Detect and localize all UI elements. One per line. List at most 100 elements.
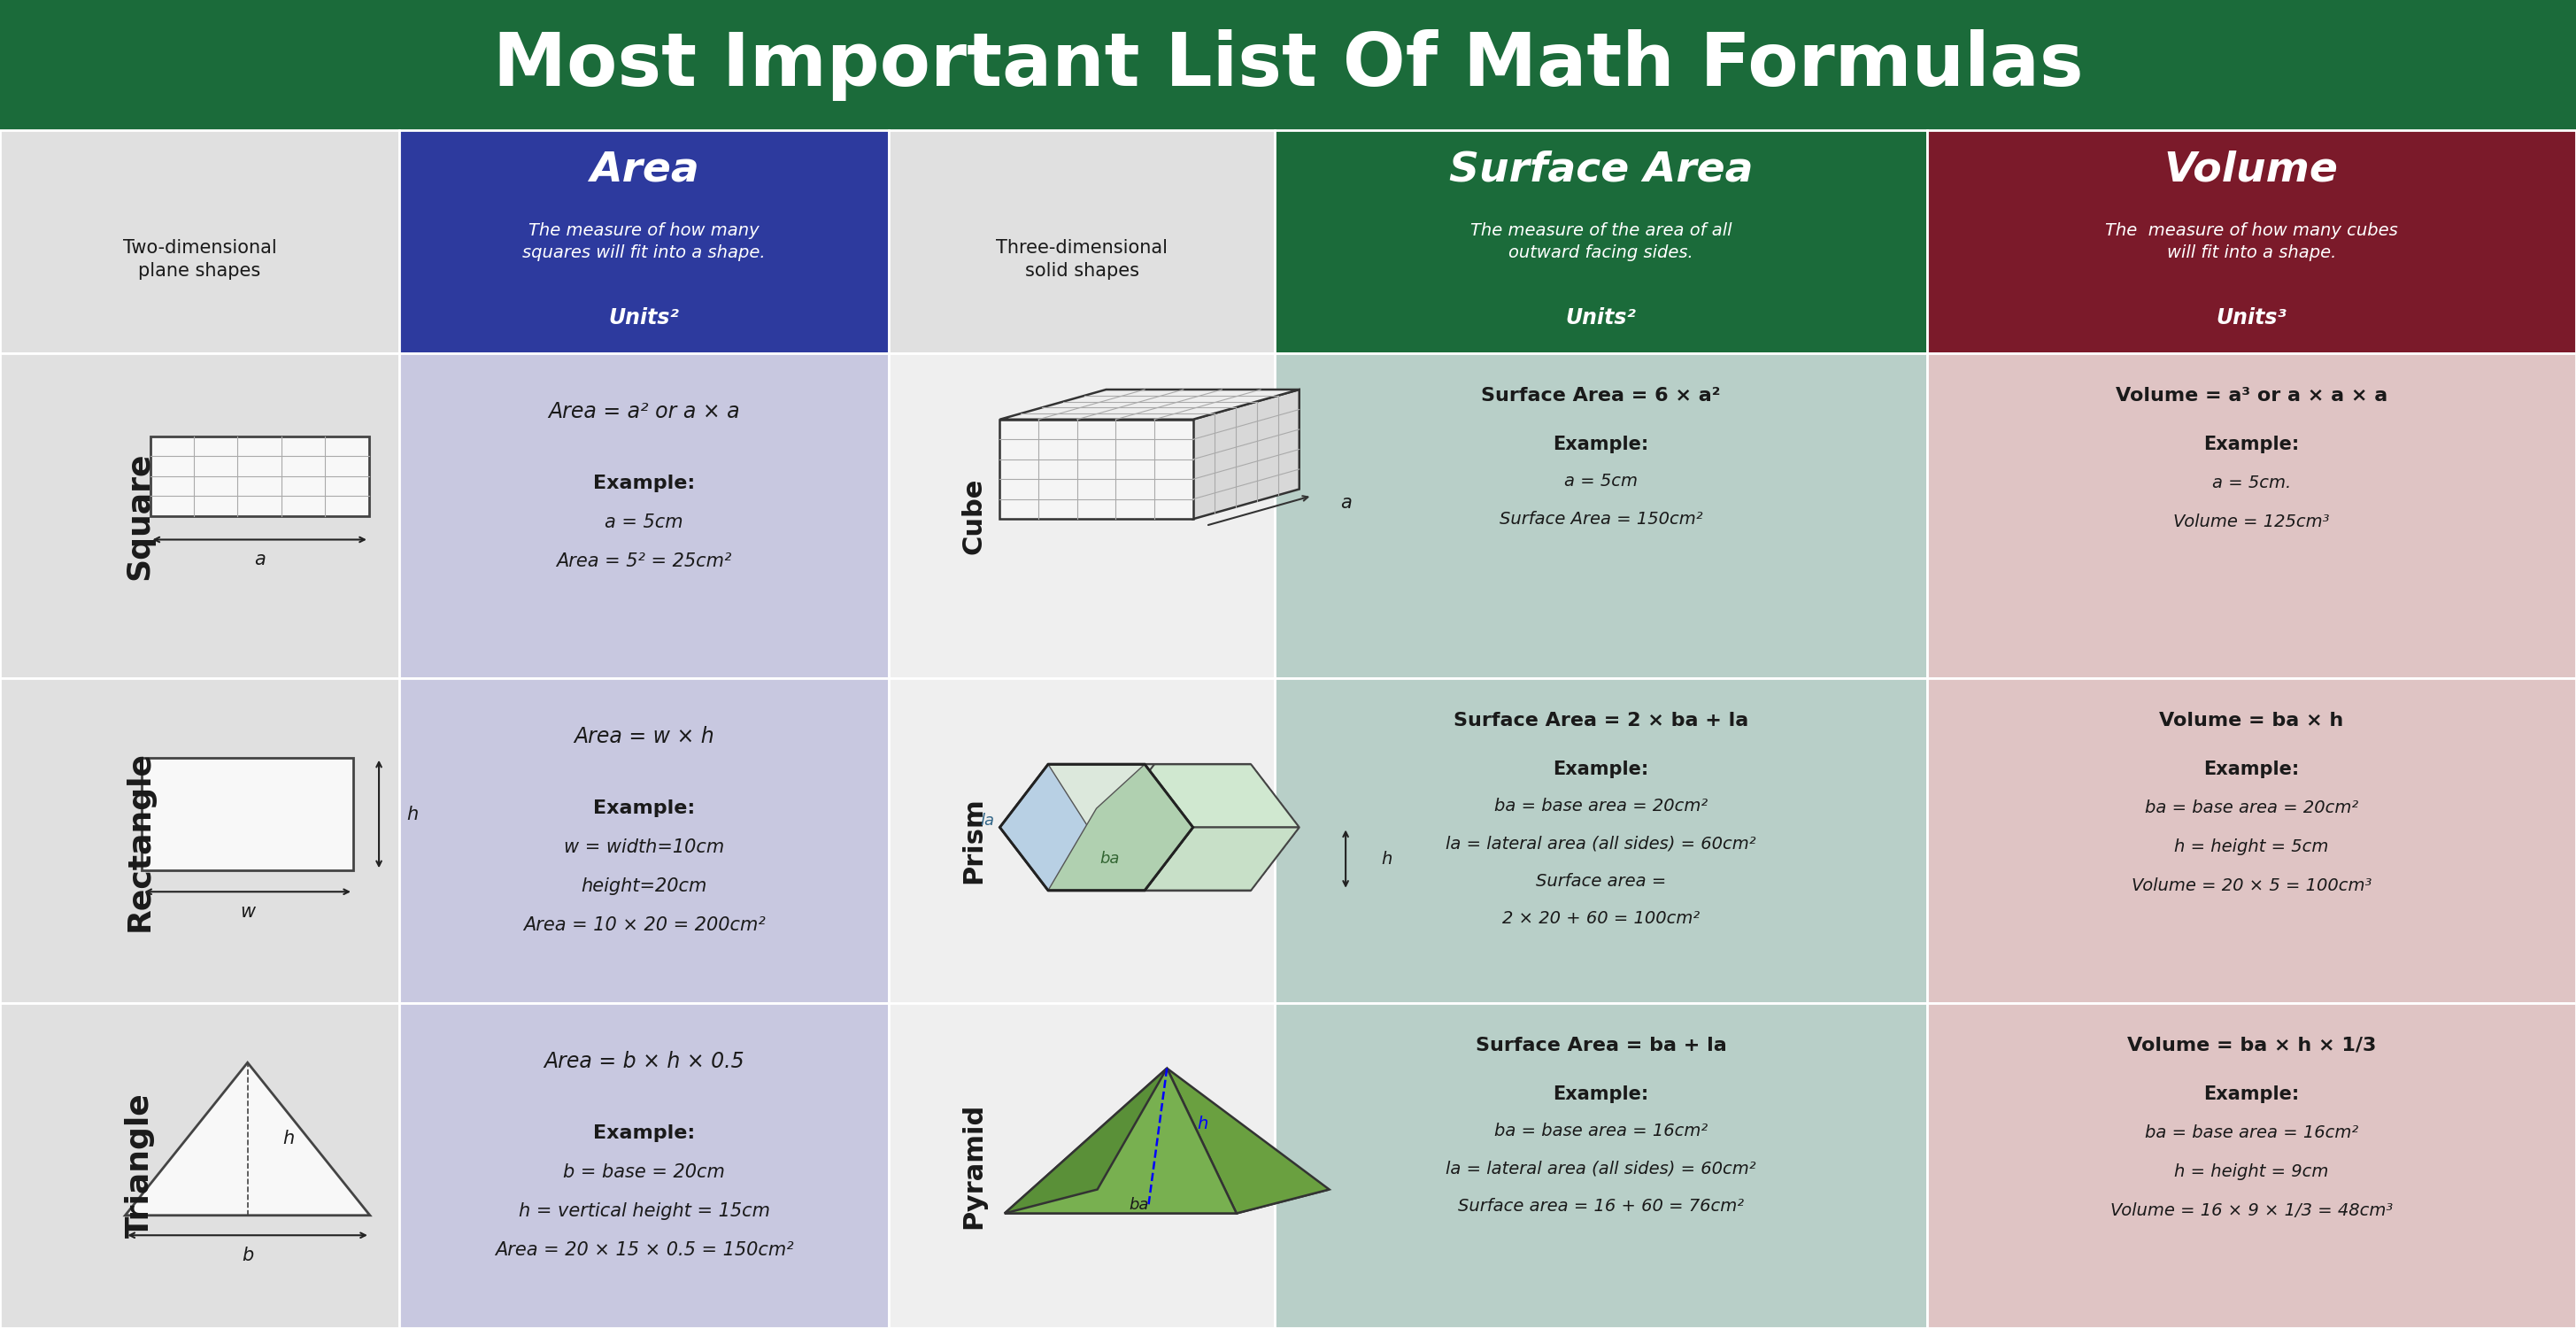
Text: h: h — [1381, 850, 1394, 867]
Text: height=20cm: height=20cm — [582, 878, 706, 895]
Text: b = base = 20cm: b = base = 20cm — [564, 1163, 724, 1181]
Text: ba: ba — [1128, 1197, 1149, 1212]
Bar — [149, 436, 368, 515]
Polygon shape — [1105, 765, 1298, 890]
Text: b: b — [242, 1246, 252, 1264]
Polygon shape — [999, 765, 1097, 890]
Text: 2 × 20 + 60 = 100cm²: 2 × 20 + 60 = 100cm² — [1502, 910, 1700, 927]
Text: h = height = 5cm: h = height = 5cm — [2174, 839, 2329, 855]
Polygon shape — [1144, 827, 1298, 890]
Bar — [1927, 130, 2576, 353]
Text: h: h — [1198, 1116, 1208, 1133]
Text: Area = 10 × 20 = 200cm²: Area = 10 × 20 = 200cm² — [523, 916, 765, 934]
Bar — [0, 130, 399, 353]
Bar — [142, 757, 353, 871]
Text: Most Important List Of Math Formulas: Most Important List Of Math Formulas — [492, 29, 2084, 101]
Text: ba: ba — [1100, 851, 1118, 867]
Bar — [1275, 1003, 1927, 1328]
Bar — [889, 1003, 1275, 1328]
Bar — [0, 1003, 399, 1328]
Bar — [889, 130, 1275, 353]
Text: Prism: Prism — [961, 797, 987, 884]
Polygon shape — [999, 827, 1193, 890]
Bar — [889, 353, 1275, 679]
Text: Example:: Example: — [1553, 1085, 1649, 1104]
Text: Example:: Example: — [592, 799, 696, 817]
Text: Volume = ba × h × 1/3: Volume = ba × h × 1/3 — [2128, 1036, 2375, 1054]
Polygon shape — [1167, 1068, 1329, 1214]
Text: Volume = 16 × 9 × 1/3 = 48cm³: Volume = 16 × 9 × 1/3 = 48cm³ — [2110, 1203, 2393, 1219]
Text: Example:: Example: — [2202, 761, 2300, 778]
Text: Surface Area = ba + la: Surface Area = ba + la — [1476, 1036, 1726, 1054]
Text: ba = base area = 16cm²: ba = base area = 16cm² — [1494, 1123, 1708, 1139]
Text: ba = base area = 20cm²: ba = base area = 20cm² — [2146, 799, 2357, 817]
Text: Example:: Example: — [1553, 436, 1649, 453]
Text: Example:: Example: — [1553, 761, 1649, 778]
Text: ba = base area = 16cm²: ba = base area = 16cm² — [2146, 1125, 2357, 1142]
Text: h = vertical height = 15cm: h = vertical height = 15cm — [518, 1202, 770, 1220]
Text: a: a — [1340, 494, 1352, 511]
Text: Example:: Example: — [592, 1125, 696, 1142]
Text: Two-dimensional
plane shapes: Two-dimensional plane shapes — [124, 239, 276, 280]
Text: Three-dimensional
solid shapes: Three-dimensional solid shapes — [997, 239, 1167, 280]
Text: a = 5cm: a = 5cm — [605, 514, 683, 531]
Text: Area = 5² = 25cm²: Area = 5² = 25cm² — [556, 552, 732, 570]
Text: Surface Area = 2 × ba + la: Surface Area = 2 × ba + la — [1453, 712, 1749, 729]
Text: Volume: Volume — [2164, 150, 2339, 190]
Text: Square: Square — [124, 452, 155, 580]
Text: Rectangle: Rectangle — [124, 750, 155, 931]
Bar — [0, 353, 399, 679]
Bar — [399, 1003, 889, 1328]
Text: w: w — [240, 903, 255, 920]
Text: la = lateral area (all sides) = 60cm²: la = lateral area (all sides) = 60cm² — [1445, 1161, 1757, 1177]
Polygon shape — [999, 420, 1193, 519]
Bar — [1927, 1003, 2576, 1328]
Text: Area = b × h × 0.5: Area = b × h × 0.5 — [544, 1050, 744, 1072]
Text: Cube: Cube — [961, 478, 987, 554]
Text: la: la — [979, 813, 994, 829]
Text: Volume = a³ or a × a × a: Volume = a³ or a × a × a — [2115, 386, 2388, 404]
Polygon shape — [1193, 389, 1298, 519]
Text: Units²: Units² — [608, 307, 680, 328]
Text: a = 5cm.: a = 5cm. — [2213, 475, 2290, 491]
Text: ba = base area = 20cm²: ba = base area = 20cm² — [1494, 798, 1708, 815]
Text: Example:: Example: — [592, 474, 696, 493]
Text: h: h — [283, 1130, 294, 1147]
Text: Area = w × h: Area = w × h — [574, 726, 714, 748]
Bar — [1927, 679, 2576, 1003]
Bar — [399, 679, 889, 1003]
Bar — [0, 0, 2576, 130]
Text: Volume = ba × h: Volume = ba × h — [2159, 712, 2344, 729]
Bar — [1275, 679, 1927, 1003]
Polygon shape — [1005, 1068, 1167, 1214]
Text: Example:: Example: — [2202, 1085, 2300, 1104]
Text: h = height = 9cm: h = height = 9cm — [2174, 1163, 2329, 1181]
Polygon shape — [1005, 1068, 1236, 1214]
Text: Area = 20 × 15 × 0.5 = 150cm²: Area = 20 × 15 × 0.5 = 150cm² — [495, 1242, 793, 1259]
Text: The  measure of how many cubes
will fit into a shape.: The measure of how many cubes will fit i… — [2105, 222, 2398, 262]
Text: Surface Area = 150cm²: Surface Area = 150cm² — [1499, 510, 1703, 527]
Text: Surface Area = 6 × a²: Surface Area = 6 × a² — [1481, 386, 1721, 404]
Polygon shape — [999, 765, 1154, 827]
Bar — [399, 353, 889, 679]
Polygon shape — [1005, 1190, 1329, 1214]
Text: la = lateral area (all sides) = 60cm²: la = lateral area (all sides) = 60cm² — [1445, 835, 1757, 853]
Polygon shape — [1144, 765, 1298, 827]
Bar — [399, 130, 889, 353]
Polygon shape — [126, 1062, 371, 1215]
Text: a = 5cm: a = 5cm — [1564, 473, 1638, 490]
Polygon shape — [1048, 765, 1193, 890]
Bar — [1275, 130, 1927, 353]
Text: Area = a² or a × a: Area = a² or a × a — [549, 401, 739, 422]
Text: Triangle: Triangle — [124, 1093, 155, 1238]
Text: Pyramid: Pyramid — [961, 1102, 987, 1228]
Text: Units³: Units³ — [2215, 307, 2287, 328]
Text: Surface area =: Surface area = — [1535, 872, 1667, 890]
Bar — [0, 679, 399, 1003]
Bar — [889, 679, 1275, 1003]
Polygon shape — [999, 389, 1298, 420]
Text: Area: Area — [590, 150, 698, 190]
Bar — [1927, 353, 2576, 679]
Text: Volume = 125cm³: Volume = 125cm³ — [2174, 514, 2329, 531]
Text: The measure of the area of all
outward facing sides.: The measure of the area of all outward f… — [1471, 222, 1731, 262]
